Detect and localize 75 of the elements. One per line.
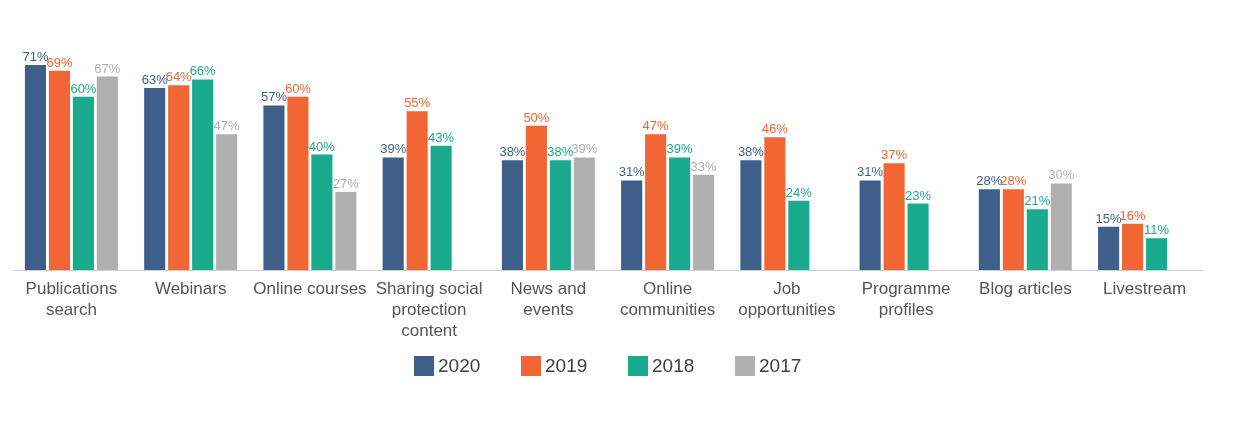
bar: [335, 192, 357, 270]
bar: [573, 157, 595, 270]
data-label: 39%: [380, 141, 407, 157]
bar: [525, 125, 547, 270]
bar: [788, 200, 810, 270]
x-tick-label: Job opportunities: [738, 278, 836, 319]
x-tick-label: Publications search: [25, 278, 118, 319]
bar: [549, 160, 571, 270]
legend-label: 2020: [438, 355, 481, 376]
bar: [1122, 223, 1144, 270]
bar: [883, 163, 905, 270]
bar: [144, 88, 166, 270]
x-tick-label: Sharing social protection content: [375, 278, 483, 340]
bar: [96, 76, 118, 270]
data-label: 30%: [1048, 167, 1075, 183]
x-tick-label: Programme profiles: [861, 278, 951, 319]
bar: [621, 180, 643, 270]
bar: [693, 174, 715, 270]
data-label: 38%: [737, 144, 765, 160]
data-label: 28%: [1000, 173, 1027, 189]
data-label: 24%: [785, 184, 813, 200]
data-label: 55%: [404, 95, 431, 111]
data-label: 39%: [666, 141, 694, 157]
data-label: 37%: [881, 147, 908, 163]
bar: [24, 65, 47, 270]
bar: [645, 134, 667, 270]
data-label: 11%: [1144, 222, 1170, 238]
x-tick-label: Online courses: [253, 278, 367, 298]
data-label: 23%: [905, 187, 932, 203]
data-label: 31%: [857, 164, 884, 180]
data-label: 67%: [94, 60, 121, 76]
x-tick-label: Webinars: [154, 278, 227, 298]
x-tick-label: Online communities: [619, 278, 716, 319]
x-tick-label: Blog articles: [979, 278, 1072, 298]
bar: [1026, 209, 1048, 270]
bar: [669, 157, 691, 270]
bar: [764, 137, 786, 270]
data-label: 47%: [213, 118, 241, 134]
bar: [263, 105, 285, 270]
data-label: 40%: [308, 138, 336, 154]
bar: [978, 189, 1000, 270]
data-label: 46%: [761, 121, 789, 137]
data-label: 33%: [690, 158, 718, 174]
bar: [1050, 183, 1072, 270]
data-label: 38%: [499, 144, 526, 160]
bar: [501, 160, 523, 270]
bar: [311, 154, 333, 270]
bar: [168, 85, 190, 270]
data-label: 28%: [976, 173, 1003, 189]
bar: [740, 160, 762, 270]
data-label: 50%: [523, 109, 550, 125]
data-label: 27%: [332, 176, 360, 192]
data-label: 21%: [1024, 193, 1051, 209]
bar: [1146, 238, 1168, 270]
data-label: 43%: [428, 129, 455, 145]
data-label: 47%: [642, 118, 670, 134]
legend-label: 2018: [652, 355, 695, 376]
bar: [287, 96, 309, 270]
bar: [430, 145, 452, 270]
bar: [1098, 226, 1120, 270]
x-tick-label: Livestream: [1103, 278, 1187, 298]
bar: [382, 157, 404, 270]
data-label: 31%: [618, 164, 646, 180]
legend-label: 2019: [545, 355, 588, 376]
bar: [406, 111, 428, 270]
x-tick-label: News and events: [510, 278, 587, 319]
bar: [1002, 189, 1024, 270]
legend-label: 2017: [759, 355, 802, 376]
bar: [192, 79, 214, 270]
bar: [859, 180, 881, 270]
bar: [48, 70, 70, 270]
bar: [907, 203, 929, 270]
data-label: 60%: [70, 80, 97, 96]
bar: [72, 96, 94, 270]
bar: [216, 134, 238, 270]
